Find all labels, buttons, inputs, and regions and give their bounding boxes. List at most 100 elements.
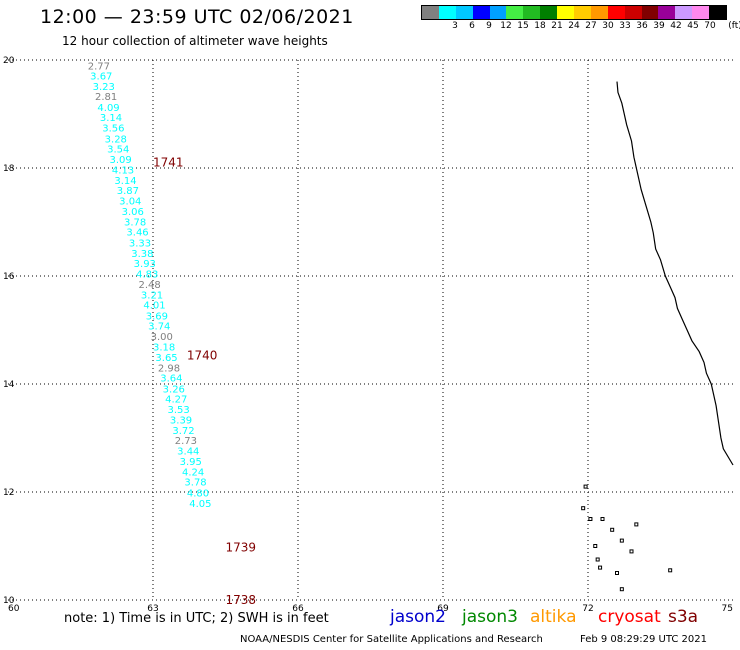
colorbar-tick-label: 12 — [500, 21, 512, 31]
wave-height-value: 3.54 — [107, 145, 129, 156]
island — [593, 544, 598, 548]
longitude-tick-label: 63 — [147, 604, 158, 614]
wave-height-value: 3.39 — [170, 416, 192, 427]
wave-height-value: 4.05 — [189, 499, 211, 510]
colorbar-swatch — [692, 6, 710, 19]
longitude-tick-label: 66 — [292, 604, 304, 614]
wave-height-value: 3.21 — [141, 290, 163, 301]
satellite-legend-item: jason2 — [390, 607, 446, 627]
wave-height-value: 3.56 — [102, 124, 124, 135]
colorbar-tick-label: 6 — [469, 21, 475, 31]
colorbar-tick-label: 18 — [534, 21, 546, 31]
colorbar-swatch — [557, 6, 575, 19]
wave-height-value: 4.13 — [112, 166, 134, 177]
island — [634, 522, 639, 527]
island — [610, 527, 615, 532]
wave-height-value: 3.78 — [124, 217, 146, 228]
island — [619, 538, 624, 543]
island — [668, 568, 673, 573]
footer-timestamp: Feb 9 08:29:29 UTC 2021 — [580, 634, 707, 645]
island — [600, 517, 605, 521]
island — [629, 549, 634, 554]
colorbar-swatch — [658, 6, 676, 19]
footer-credit: NOAA/NESDIS Center for Satellite Applica… — [240, 634, 543, 645]
colorbar-tick-label: 30 — [602, 21, 614, 31]
island — [619, 587, 624, 592]
wave-height-value: 3.46 — [126, 228, 148, 239]
wave-height-value: 4.01 — [143, 301, 165, 312]
wave-height-value: 4.83 — [136, 269, 158, 280]
island — [598, 565, 603, 570]
wave-height-value: 4.80 — [187, 489, 209, 500]
latitude-tick-label: 16 — [3, 272, 15, 282]
latitude-tick-label: 18 — [3, 164, 15, 174]
island — [615, 571, 619, 575]
coastline — [616, 81, 734, 466]
wave-height-value: 3.72 — [172, 426, 194, 437]
colorbar-tick-label: 36 — [636, 21, 648, 31]
pass-number-label: 1739 — [226, 541, 257, 555]
satellite-legend-item: altika — [530, 607, 577, 627]
colorbar-tick-label: 39 — [653, 21, 665, 31]
island — [595, 557, 600, 562]
colorbar-swatch — [540, 6, 558, 19]
wave-height-value: 4.09 — [97, 103, 119, 114]
colorbar-swatch — [641, 6, 659, 19]
wave-height-value: 3.87 — [117, 186, 139, 197]
page-subtitle: 12 hour collection of altimeter wave hei… — [62, 34, 328, 48]
latitude-tick-label: 12 — [3, 488, 14, 498]
colorbar-swatch — [422, 6, 439, 19]
colorbar-tick-label: 42 — [670, 21, 682, 31]
wave-height-value: 3.53 — [168, 405, 190, 416]
colorbar-swatch — [607, 6, 625, 19]
colorbar-swatch — [574, 6, 591, 19]
footer-note: note: 1) Time is in UTC; 2) SWH is in fe… — [64, 611, 329, 626]
page-title: 12:00 — 23:59 UTC 02/06/2021 — [40, 6, 354, 28]
wave-height-value: 3.78 — [184, 478, 206, 489]
longitude-tick-label: 72 — [582, 604, 593, 614]
wave-height-value: 3.04 — [119, 196, 141, 207]
wave-height-value: 3.09 — [110, 155, 132, 166]
satellite-legend-item: jason3 — [462, 607, 518, 627]
colorbar-tick-label: 27 — [585, 21, 597, 31]
colorbar-swatch — [675, 6, 693, 19]
colorbar-tick-label: 15 — [517, 21, 529, 31]
wave-height-value: 3.33 — [129, 239, 151, 250]
wave-height-value: 3.14 — [114, 176, 136, 187]
longitude-tick-label: 60 — [8, 604, 20, 614]
colorbar-tick-label: 33 — [619, 21, 631, 31]
island — [583, 484, 588, 489]
island — [588, 517, 593, 521]
colorbar-tick-label: 3 — [452, 21, 458, 31]
latitude-tick-label: 14 — [3, 380, 15, 390]
colorbar-tick-label: 21 — [551, 21, 563, 31]
wave-height-value: 3.44 — [177, 446, 199, 457]
colorbar-swatch — [438, 6, 456, 19]
wave-height-value: 2.73 — [175, 436, 197, 447]
wave-height-value: 2.48 — [139, 280, 161, 291]
colorbar-swatch — [472, 6, 490, 19]
latitude-tick-label: 10 — [3, 596, 15, 606]
colorbar-swatch — [624, 6, 642, 19]
colorbar-tick-label: 45 — [687, 21, 699, 31]
wave-height-value: 3.06 — [122, 207, 144, 218]
wave-height-value: 3.26 — [163, 384, 185, 395]
wave-height-value: 3.74 — [148, 322, 170, 333]
wave-height-value: 3.18 — [153, 343, 175, 354]
colorbar-swatch — [590, 6, 608, 19]
wave-height-value: 3.28 — [105, 134, 127, 145]
colorbar-swatch — [523, 6, 541, 19]
colorbar-swatch — [455, 6, 473, 19]
colorbar-swatch — [489, 6, 507, 19]
wave-height-value: 3.67 — [90, 72, 112, 83]
wave-height-value: 3.69 — [146, 311, 168, 322]
wave-height-value: 2.81 — [95, 92, 117, 103]
colorbar-unit: (ft) — [728, 21, 740, 31]
latitude-tick-label: 20 — [3, 56, 15, 66]
wave-height-value: 4.27 — [165, 395, 187, 406]
wave-height-value: 3.95 — [180, 457, 202, 468]
wave-height-value: 3.65 — [155, 353, 177, 364]
wave-height-value: 3.64 — [160, 374, 182, 385]
colorbar-swatch — [709, 6, 727, 19]
